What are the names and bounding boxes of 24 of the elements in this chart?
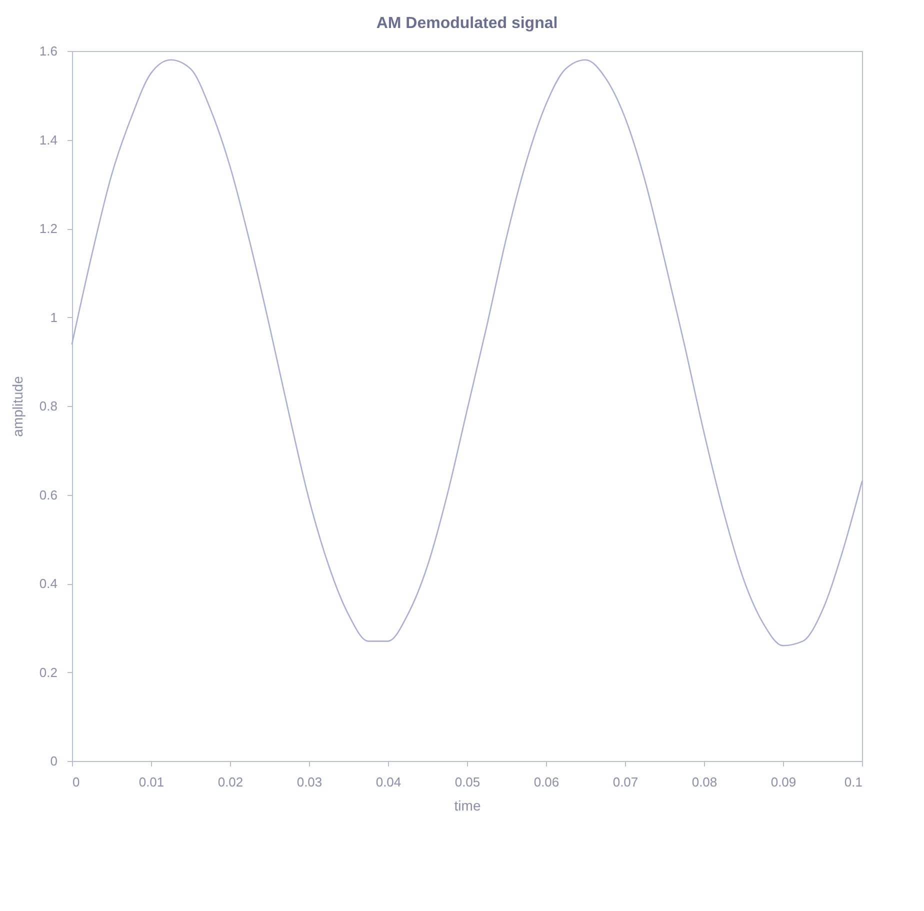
y-tick-label: 1.4 — [39, 132, 58, 148]
x-tick-label: 0.06 — [534, 774, 560, 790]
y-tick-label: 0.4 — [39, 576, 58, 591]
y-tick-label: 0.6 — [39, 487, 58, 502]
x-tick-label: 0.1 — [844, 774, 862, 790]
y-tick-label: 1 — [50, 310, 58, 325]
x-tick-label: 0.03 — [296, 774, 322, 790]
y-tick-label: 0.8 — [39, 398, 58, 414]
line-series — [71, 59, 863, 646]
chart-title: AM Demodulated signal — [376, 15, 558, 32]
x-tick-label: 0.09 — [770, 774, 796, 790]
x-tick-label: 0.04 — [376, 774, 402, 790]
x-tick-label: 0 — [72, 774, 80, 790]
y-tick-label: 1.6 — [39, 44, 58, 58]
x-tick-label: 0.01 — [138, 774, 164, 790]
x-axis-title: time — [454, 798, 481, 814]
y-tick-label: 0 — [50, 754, 58, 768]
y-axis-title: amplitude — [9, 376, 26, 437]
y-tick-label: 1.2 — [39, 221, 58, 236]
x-tick-label: 0.07 — [612, 774, 638, 790]
x-tick-label: 0.05 — [454, 774, 480, 790]
y-tick-label: 0.2 — [39, 664, 58, 680]
x-tick-label: 0.08 — [692, 774, 718, 790]
x-tick-label: 0.02 — [218, 774, 244, 790]
